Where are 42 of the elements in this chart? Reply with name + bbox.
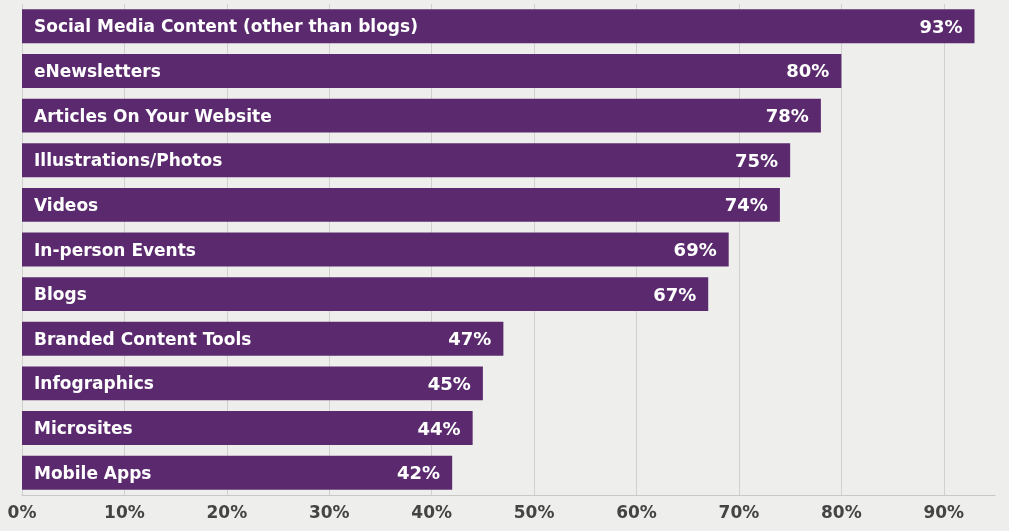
x-tick-label: 0%: [7, 501, 37, 522]
x-tick-label: 80%: [821, 501, 862, 522]
bar: [22, 366, 483, 401]
data-label: 42%: [397, 462, 441, 484]
data-label: 78%: [765, 105, 809, 127]
bar: [22, 143, 791, 178]
y-tick-label: Blogs: [34, 284, 87, 305]
x-tick-label: 20%: [206, 501, 248, 522]
bar: [22, 187, 780, 222]
x-tick-label: 90%: [923, 501, 965, 522]
y-tick-label: Mobile Apps: [34, 462, 152, 483]
data-label: 45%: [427, 372, 471, 394]
y-tick-label: Articles On Your Website: [34, 105, 272, 126]
y-tick-label: In-person Events: [34, 239, 196, 260]
x-tick-label: 10%: [104, 501, 145, 522]
data-label: 69%: [673, 239, 717, 260]
bar: [22, 232, 729, 267]
data-label: 44%: [417, 417, 461, 439]
bar: [22, 455, 453, 490]
y-tick-label: eNewsletters: [34, 60, 161, 81]
x-tick-label: 60%: [616, 501, 657, 522]
bar: [22, 277, 709, 312]
data-label: 67%: [653, 283, 697, 305]
y-tick-label: Illustrations/Photos: [34, 150, 223, 171]
data-label: 93%: [919, 15, 963, 37]
x-tick-label: 70%: [718, 501, 760, 522]
bar: [22, 98, 821, 133]
y-tick-label: Social Media Content (other than blogs): [34, 16, 418, 37]
y-tick-label: Microsites: [34, 418, 133, 439]
data-label: 75%: [735, 149, 779, 171]
bar: [22, 53, 842, 88]
y-tick-label: Infographics: [34, 373, 154, 394]
x-tick-label: 50%: [513, 501, 555, 522]
bar: [22, 411, 473, 446]
data-label: 47%: [448, 328, 492, 350]
y-tick-label: Branded Content Tools: [34, 328, 252, 349]
x-tick-label: 30%: [308, 501, 350, 522]
y-tick-label: Videos: [34, 194, 99, 215]
data-label: 74%: [724, 194, 768, 216]
data-label: 80%: [786, 60, 830, 82]
bar: [22, 9, 975, 44]
x-tick-label: 40%: [411, 501, 453, 522]
